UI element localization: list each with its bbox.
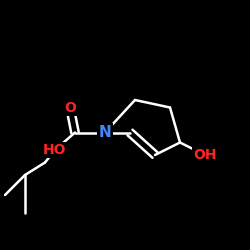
Text: HO: HO bbox=[43, 143, 67, 157]
Text: N: N bbox=[98, 125, 112, 140]
Text: O: O bbox=[64, 100, 76, 114]
Text: OH: OH bbox=[193, 148, 217, 162]
